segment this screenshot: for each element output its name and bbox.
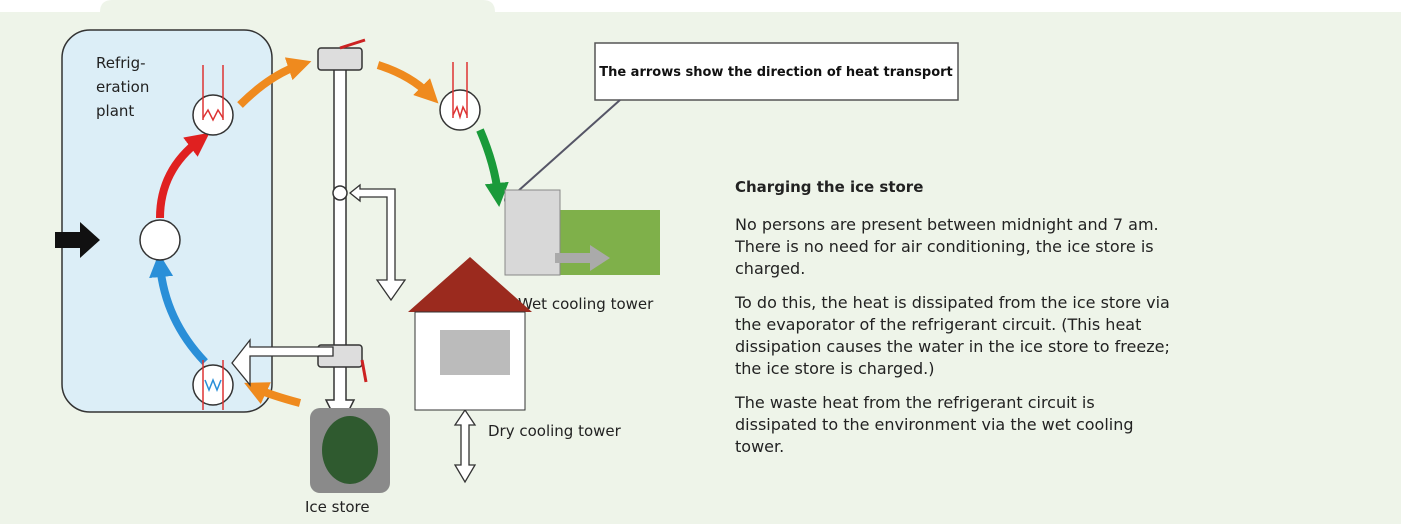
diagram: Refrig-erationplant The arrows show the … (0, 0, 1401, 524)
paragraph: No persons are present between midnight … (735, 214, 1175, 280)
wet-tower-label: Wet cooling tower (518, 295, 654, 313)
dry-tower-label: Dry cooling tower (488, 422, 622, 440)
text-panel: Charging the ice store No persons are pr… (735, 176, 1175, 470)
heading: Charging the ice store (735, 176, 1175, 198)
ice-store-label: Ice store (305, 498, 370, 516)
ice-store (310, 408, 390, 493)
paragraph: The waste heat from the refrigerant circ… (735, 392, 1175, 458)
compressor (140, 220, 180, 260)
paragraph: To do this, the heat is dissipated from … (735, 292, 1175, 380)
callout-text: The arrows show the direction of heat tr… (599, 65, 953, 80)
page: Refrig-erationplant The arrows show the … (0, 0, 1401, 524)
